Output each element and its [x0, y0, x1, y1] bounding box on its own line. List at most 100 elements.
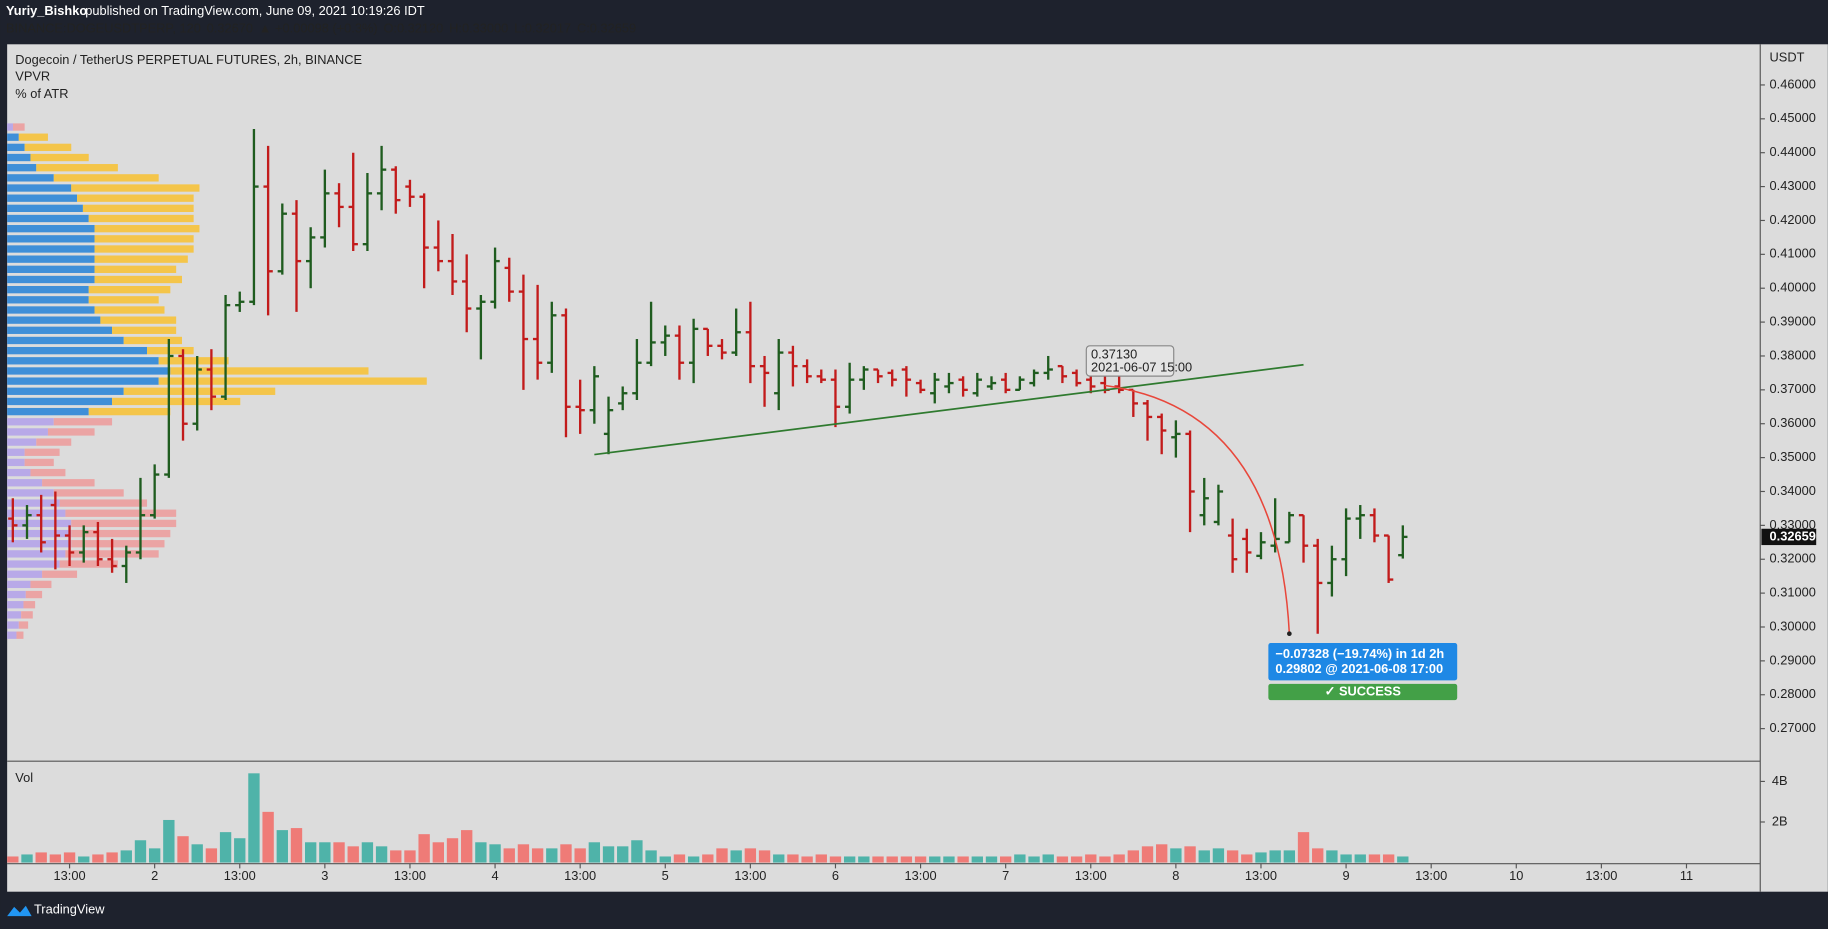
volume-bar — [446, 838, 459, 863]
volume-bar — [7, 856, 19, 863]
indicator: VPVR — [15, 68, 50, 83]
vpvr-down — [112, 326, 177, 334]
header-text: C: — [577, 21, 590, 36]
header-text: ▲ +0.00098 (+0.3%) — [259, 21, 378, 36]
vpvr-down — [170, 367, 369, 375]
vpvr-down — [30, 468, 66, 477]
volume-bar — [673, 854, 686, 863]
volume-bar — [645, 850, 657, 863]
x-tick-label: 13:00 — [734, 868, 766, 883]
projection-arc — [1104, 384, 1291, 634]
volume-bar — [418, 834, 430, 863]
vpvr-down — [59, 499, 148, 507]
vpvr-up — [7, 590, 26, 599]
vpvr-down — [71, 529, 171, 538]
volume-bar — [617, 846, 629, 863]
volume-bar — [461, 830, 473, 863]
header-text: O: — [383, 21, 397, 36]
vpvr-up — [7, 529, 72, 538]
vpvr-down — [53, 489, 124, 497]
volume-bar — [531, 848, 544, 863]
x-tick-label: 4 — [491, 868, 498, 883]
volume-bar — [588, 842, 601, 863]
vpvr-up — [7, 153, 31, 162]
vpvr-up — [7, 601, 24, 609]
vpvr-down — [147, 346, 194, 355]
volume-bar — [1297, 832, 1310, 863]
vpvr-down — [18, 133, 48, 141]
volume-bar — [1113, 854, 1125, 863]
x-tick-label: 13:00 — [224, 868, 256, 883]
volume-bar — [1014, 854, 1026, 863]
last-price-box — [1761, 528, 1817, 546]
symbol-header: BINANCE:DOGEUSDTPERP, 120 0.32670 ▲ +0.000… — [6, 21, 636, 36]
volume-bar — [560, 844, 572, 863]
vpvr-up — [7, 194, 78, 202]
vpvr-up — [7, 499, 60, 507]
y-tick-label: 0.44000 — [1770, 144, 1816, 159]
vpvr-up — [7, 509, 66, 517]
y-tick-label: 0.40000 — [1770, 280, 1816, 295]
vpvr-down — [42, 479, 95, 487]
target-change: −0.07328 (−19.74%) in 1d 2h — [1275, 646, 1444, 661]
vpvr-up — [7, 133, 19, 141]
x-tick-label: 13:00 — [905, 868, 937, 883]
volume-bar — [999, 856, 1012, 863]
chart-title: Dogecoin / TetherUS PERPETUAL FUTURES, 2… — [15, 52, 362, 67]
volume-bar — [957, 856, 969, 863]
volume-bar — [886, 856, 898, 863]
x-tick-label: 5 — [662, 868, 669, 883]
header-text: 0.33000 — [462, 21, 508, 36]
volume-bar — [191, 844, 203, 863]
target-detail: 0.29802 @ 2021-06-08 17:00 — [1275, 661, 1443, 676]
header-text: H: — [449, 21, 462, 36]
volume-bar — [432, 842, 445, 863]
volume-bar — [1312, 848, 1324, 863]
header-text: 0.32120 — [397, 21, 443, 36]
volume-bar — [602, 846, 615, 863]
vpvr-up — [7, 214, 89, 223]
vpvr-up — [7, 255, 95, 263]
indicator: % of ATR — [15, 86, 68, 101]
volume-bar — [134, 840, 147, 863]
x-tick-label: 7 — [1002, 868, 1009, 883]
header-text: 0.32670 — [207, 21, 253, 36]
vpvr-down — [123, 387, 276, 395]
volume-bar — [829, 856, 842, 863]
vpvr-up — [7, 621, 19, 629]
logo — [7, 905, 32, 917]
volume-bar — [914, 856, 927, 863]
volume-bar — [517, 844, 530, 863]
volume-bar — [475, 842, 487, 863]
author: Yuriy_Bishko — [6, 3, 87, 18]
vol-tick-label: 2B — [1772, 813, 1788, 828]
vpvr-down — [158, 377, 427, 385]
volume-bar — [1269, 850, 1281, 863]
vpvr-down — [71, 540, 165, 548]
y-tick-label: 0.42000 — [1770, 212, 1816, 227]
volume-bar — [92, 854, 104, 863]
volume-bar — [1397, 856, 1409, 863]
last-price: 0.32659 — [1770, 528, 1816, 543]
y-tick-label: 0.45000 — [1770, 110, 1816, 125]
vpvr-up — [7, 306, 95, 314]
vpvr-down — [158, 357, 229, 365]
x-tick-label: 11 — [1680, 868, 1693, 883]
volume-bar — [21, 854, 33, 863]
vpvr-down — [24, 448, 60, 456]
volume-bar — [985, 856, 998, 863]
vpvr-up — [7, 285, 89, 294]
volume-bar — [290, 828, 303, 863]
volume-bar — [1141, 846, 1154, 863]
vpvr-up — [7, 438, 37, 446]
volume-bar — [1283, 850, 1296, 863]
volume-bar — [489, 844, 501, 863]
volume-bar — [1198, 850, 1210, 863]
vpvr-down — [100, 316, 177, 324]
volume-bar — [787, 854, 799, 863]
volume-bar — [1042, 854, 1054, 863]
header-text: 0.32659 — [590, 21, 636, 36]
vpvr-down — [94, 245, 194, 253]
target-status: ✓ SUCCESS — [1325, 683, 1402, 698]
